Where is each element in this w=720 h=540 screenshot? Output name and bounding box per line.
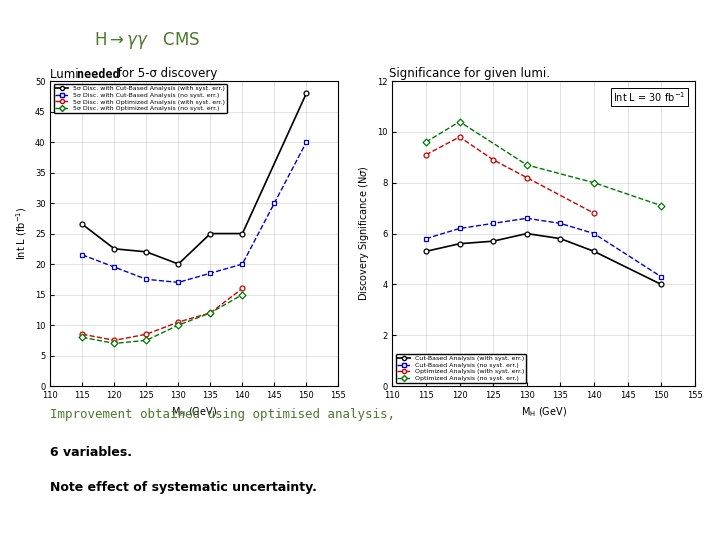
Legend: Cut-Based Analysis (with syst. err.), Cut-Based Analysis (no syst. err.), Optimi: Cut-Based Analysis (with syst. err.), Cu… <box>395 354 526 383</box>
Text: needed: needed <box>77 68 120 80</box>
Text: Significance for given lumi.: Significance for given lumi. <box>389 68 550 80</box>
Text: Improvement obtained using optimised analysis,: Improvement obtained using optimised ana… <box>50 408 395 421</box>
Text: for 5-σ discovery: for 5-σ discovery <box>114 68 217 80</box>
Text: Int L = 30 fb$^{-1}$: Int L = 30 fb$^{-1}$ <box>613 90 685 104</box>
Text: Note effect of systematic uncertainty.: Note effect of systematic uncertainty. <box>50 481 318 494</box>
Text: Lumi: Lumi <box>50 68 83 80</box>
Y-axis label: Int L (fb$^{-1}$): Int L (fb$^{-1}$) <box>14 207 30 260</box>
Legend: 5σ Disc. with Cut-Based Analysis (with syst. err.), 5σ Disc. with Cut-Based Anal: 5σ Disc. with Cut-Based Analysis (with s… <box>53 84 227 113</box>
Text: 6 variables.: 6 variables. <box>50 446 132 458</box>
Y-axis label: Discovery Significance (N$\sigma$): Discovery Significance (N$\sigma$) <box>358 166 372 301</box>
X-axis label: M$_{\rm H}$ (GeV): M$_{\rm H}$ (GeV) <box>521 406 567 419</box>
X-axis label: M$_{\rm H}$ (GeV): M$_{\rm H}$ (GeV) <box>171 406 217 419</box>
Text: H$\rightarrow\gamma\gamma$   CMS: H$\rightarrow\gamma\gamma$ CMS <box>94 30 199 51</box>
